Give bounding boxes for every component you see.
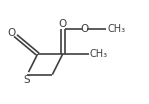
Text: O: O — [8, 28, 16, 38]
Text: O: O — [59, 19, 67, 29]
Text: CH₃: CH₃ — [90, 49, 108, 59]
Text: CH₃: CH₃ — [108, 24, 126, 34]
Text: O: O — [81, 24, 89, 34]
Text: S: S — [23, 75, 30, 85]
